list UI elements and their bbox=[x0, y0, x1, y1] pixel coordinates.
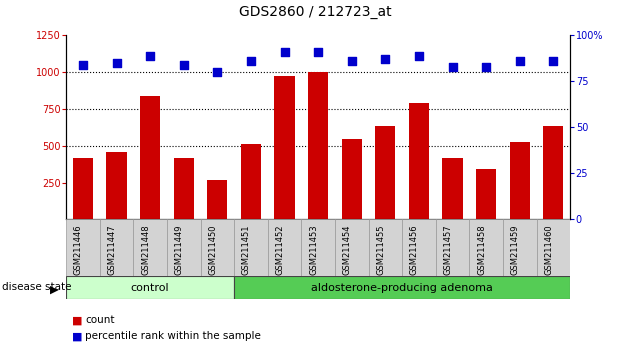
Text: GSM211457: GSM211457 bbox=[444, 224, 452, 275]
Bar bbox=[469, 219, 503, 276]
Bar bbox=[174, 158, 194, 219]
Bar bbox=[140, 96, 160, 219]
Point bbox=[548, 58, 558, 64]
Point bbox=[246, 58, 256, 64]
Bar bbox=[134, 219, 167, 276]
Bar bbox=[375, 126, 396, 219]
Text: GSM211460: GSM211460 bbox=[544, 224, 553, 275]
Text: GSM211458: GSM211458 bbox=[477, 224, 486, 275]
Point bbox=[447, 64, 457, 69]
Bar bbox=[537, 219, 570, 276]
Text: GSM211456: GSM211456 bbox=[410, 224, 419, 275]
Bar bbox=[301, 219, 335, 276]
Bar bbox=[167, 219, 200, 276]
Bar bbox=[200, 219, 234, 276]
Bar bbox=[268, 219, 301, 276]
Bar bbox=[73, 158, 93, 219]
Text: GSM211451: GSM211451 bbox=[242, 224, 251, 274]
Point bbox=[313, 49, 323, 55]
Point bbox=[414, 53, 424, 58]
Bar bbox=[106, 152, 127, 219]
Point bbox=[212, 69, 222, 75]
Bar bbox=[476, 170, 496, 219]
Text: disease state: disease state bbox=[2, 282, 71, 292]
Bar bbox=[100, 219, 134, 276]
Text: ▶: ▶ bbox=[50, 284, 59, 294]
Bar bbox=[442, 158, 462, 219]
Text: GSM211446: GSM211446 bbox=[74, 224, 83, 275]
Text: GSM211453: GSM211453 bbox=[309, 224, 318, 275]
Text: GDS2860 / 212723_at: GDS2860 / 212723_at bbox=[239, 5, 391, 19]
Bar bbox=[335, 219, 369, 276]
Text: GSM211459: GSM211459 bbox=[511, 224, 520, 274]
Text: GSM211455: GSM211455 bbox=[376, 224, 386, 274]
Point bbox=[346, 58, 357, 64]
Point bbox=[179, 62, 189, 68]
Bar bbox=[543, 126, 563, 219]
Text: GSM211454: GSM211454 bbox=[343, 224, 352, 274]
Point bbox=[78, 62, 88, 68]
Bar bbox=[436, 219, 469, 276]
Text: GSM211452: GSM211452 bbox=[275, 224, 285, 274]
Bar bbox=[234, 219, 268, 276]
Point bbox=[280, 49, 290, 55]
Text: GSM211447: GSM211447 bbox=[108, 224, 117, 275]
Text: percentile rank within the sample: percentile rank within the sample bbox=[85, 331, 261, 341]
Bar bbox=[66, 219, 100, 276]
Text: GSM211448: GSM211448 bbox=[141, 224, 150, 275]
Bar bbox=[66, 276, 234, 299]
Text: control: control bbox=[131, 282, 169, 293]
Bar bbox=[409, 103, 429, 219]
Bar bbox=[308, 72, 328, 219]
Bar bbox=[275, 76, 295, 219]
Bar bbox=[341, 139, 362, 219]
Point bbox=[515, 58, 525, 64]
Text: ■: ■ bbox=[72, 315, 83, 325]
Bar bbox=[241, 144, 261, 219]
Point bbox=[481, 64, 491, 69]
Bar bbox=[503, 219, 537, 276]
Text: ■: ■ bbox=[72, 331, 83, 341]
Text: count: count bbox=[85, 315, 115, 325]
Text: GSM211450: GSM211450 bbox=[209, 224, 217, 274]
Point bbox=[381, 57, 391, 62]
Text: GSM211449: GSM211449 bbox=[175, 224, 184, 274]
Bar bbox=[207, 181, 227, 219]
Bar bbox=[234, 276, 570, 299]
Point bbox=[112, 60, 122, 66]
Bar bbox=[402, 219, 436, 276]
Bar bbox=[510, 142, 530, 219]
Text: aldosterone-producing adenoma: aldosterone-producing adenoma bbox=[311, 282, 493, 293]
Point bbox=[145, 53, 155, 58]
Bar bbox=[369, 219, 402, 276]
